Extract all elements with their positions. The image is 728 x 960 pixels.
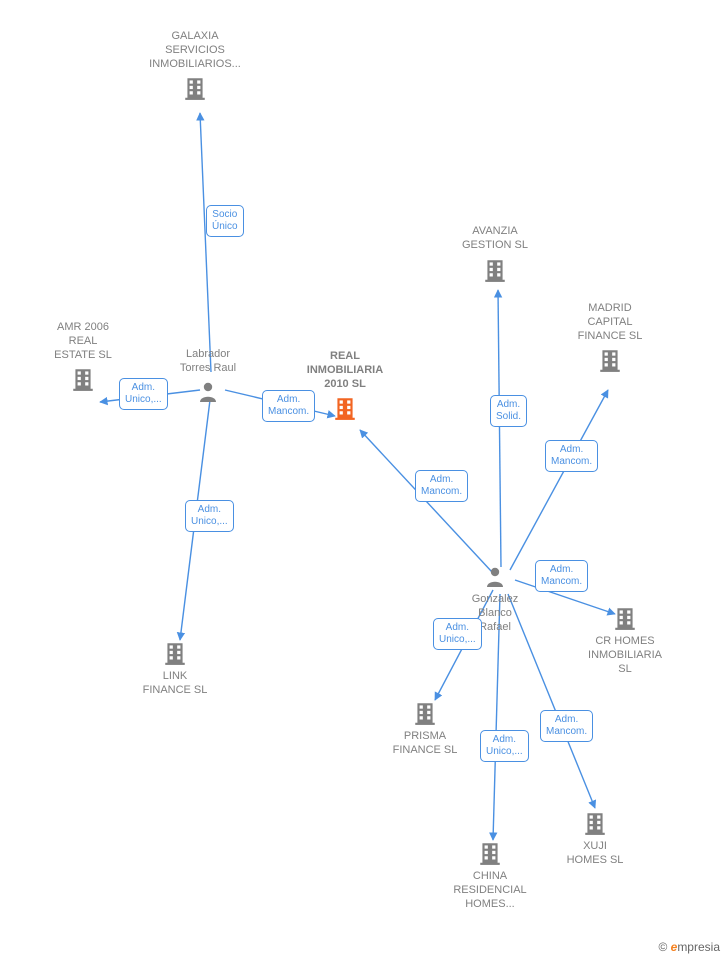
edge-label: Adm.Solid. (490, 395, 527, 427)
node-china[interactable]: CHINARESIDENCIALHOMES... (435, 840, 545, 911)
footer-copyright: © empresia (658, 940, 720, 954)
edge-label: Adm.Mancom. (415, 470, 468, 502)
node-label: REALINMOBILIARIA2010 SL (290, 350, 400, 391)
node-label: XUJIHOMES SL (540, 840, 650, 868)
node-label: AMR 2006REALESTATE SL (28, 321, 138, 362)
node-label: CHINARESIDENCIALHOMES... (435, 870, 545, 911)
copyright-symbol: © (658, 940, 667, 954)
edge-label: Adm.Mancom. (262, 390, 315, 422)
edge-label: SocioÚnico (206, 205, 244, 237)
building-icon (555, 347, 665, 373)
edge-line (200, 113, 211, 372)
building-icon (435, 840, 545, 866)
node-label: PRISMAFINANCE SL (370, 730, 480, 758)
edge-label: Adm.Mancom. (545, 440, 598, 472)
node-avanzia[interactable]: AVANZIAGESTION SL (440, 225, 550, 283)
person-icon (440, 565, 550, 589)
building-icon (140, 75, 250, 101)
node-crhomes[interactable]: CR HOMESINMOBILIARIASL (570, 605, 680, 676)
person-icon (153, 380, 263, 404)
building-icon (570, 605, 680, 631)
node-label: AVANZIAGESTION SL (440, 225, 550, 253)
edge-label: Adm.Mancom. (535, 560, 588, 592)
node-label: LabradorTorres Raul (153, 348, 263, 376)
node-link[interactable]: LINKFINANCE SL (120, 640, 230, 698)
node-label: CR HOMESINMOBILIARIASL (570, 635, 680, 676)
edge-label: Adm.Unico,... (433, 618, 482, 650)
building-icon (440, 257, 550, 283)
node-label: LINKFINANCE SL (120, 670, 230, 698)
node-madrid[interactable]: MADRIDCAPITALFINANCE SL (555, 302, 665, 373)
edge-line (498, 290, 501, 567)
brand-rest: mpresia (677, 940, 720, 954)
edge-label: Adm.Unico,... (480, 730, 529, 762)
node-galaxia[interactable]: GALAXIASERVICIOSINMOBILIARIOS... (140, 30, 250, 101)
node-prisma[interactable]: PRISMAFINANCE SL (370, 700, 480, 758)
node-label: MADRIDCAPITALFINANCE SL (555, 302, 665, 343)
building-icon (540, 810, 650, 836)
edge-label: Adm.Unico,... (119, 378, 168, 410)
building-icon (120, 640, 230, 666)
node-label: GALAXIASERVICIOSINMOBILIARIOS... (140, 30, 250, 71)
node-xuji[interactable]: XUJIHOMES SL (540, 810, 650, 868)
edge-label: Adm.Mancom. (540, 710, 593, 742)
node-labrador[interactable]: LabradorTorres Raul (153, 348, 263, 404)
edge-label: Adm.Unico,... (185, 500, 234, 532)
building-icon (370, 700, 480, 726)
